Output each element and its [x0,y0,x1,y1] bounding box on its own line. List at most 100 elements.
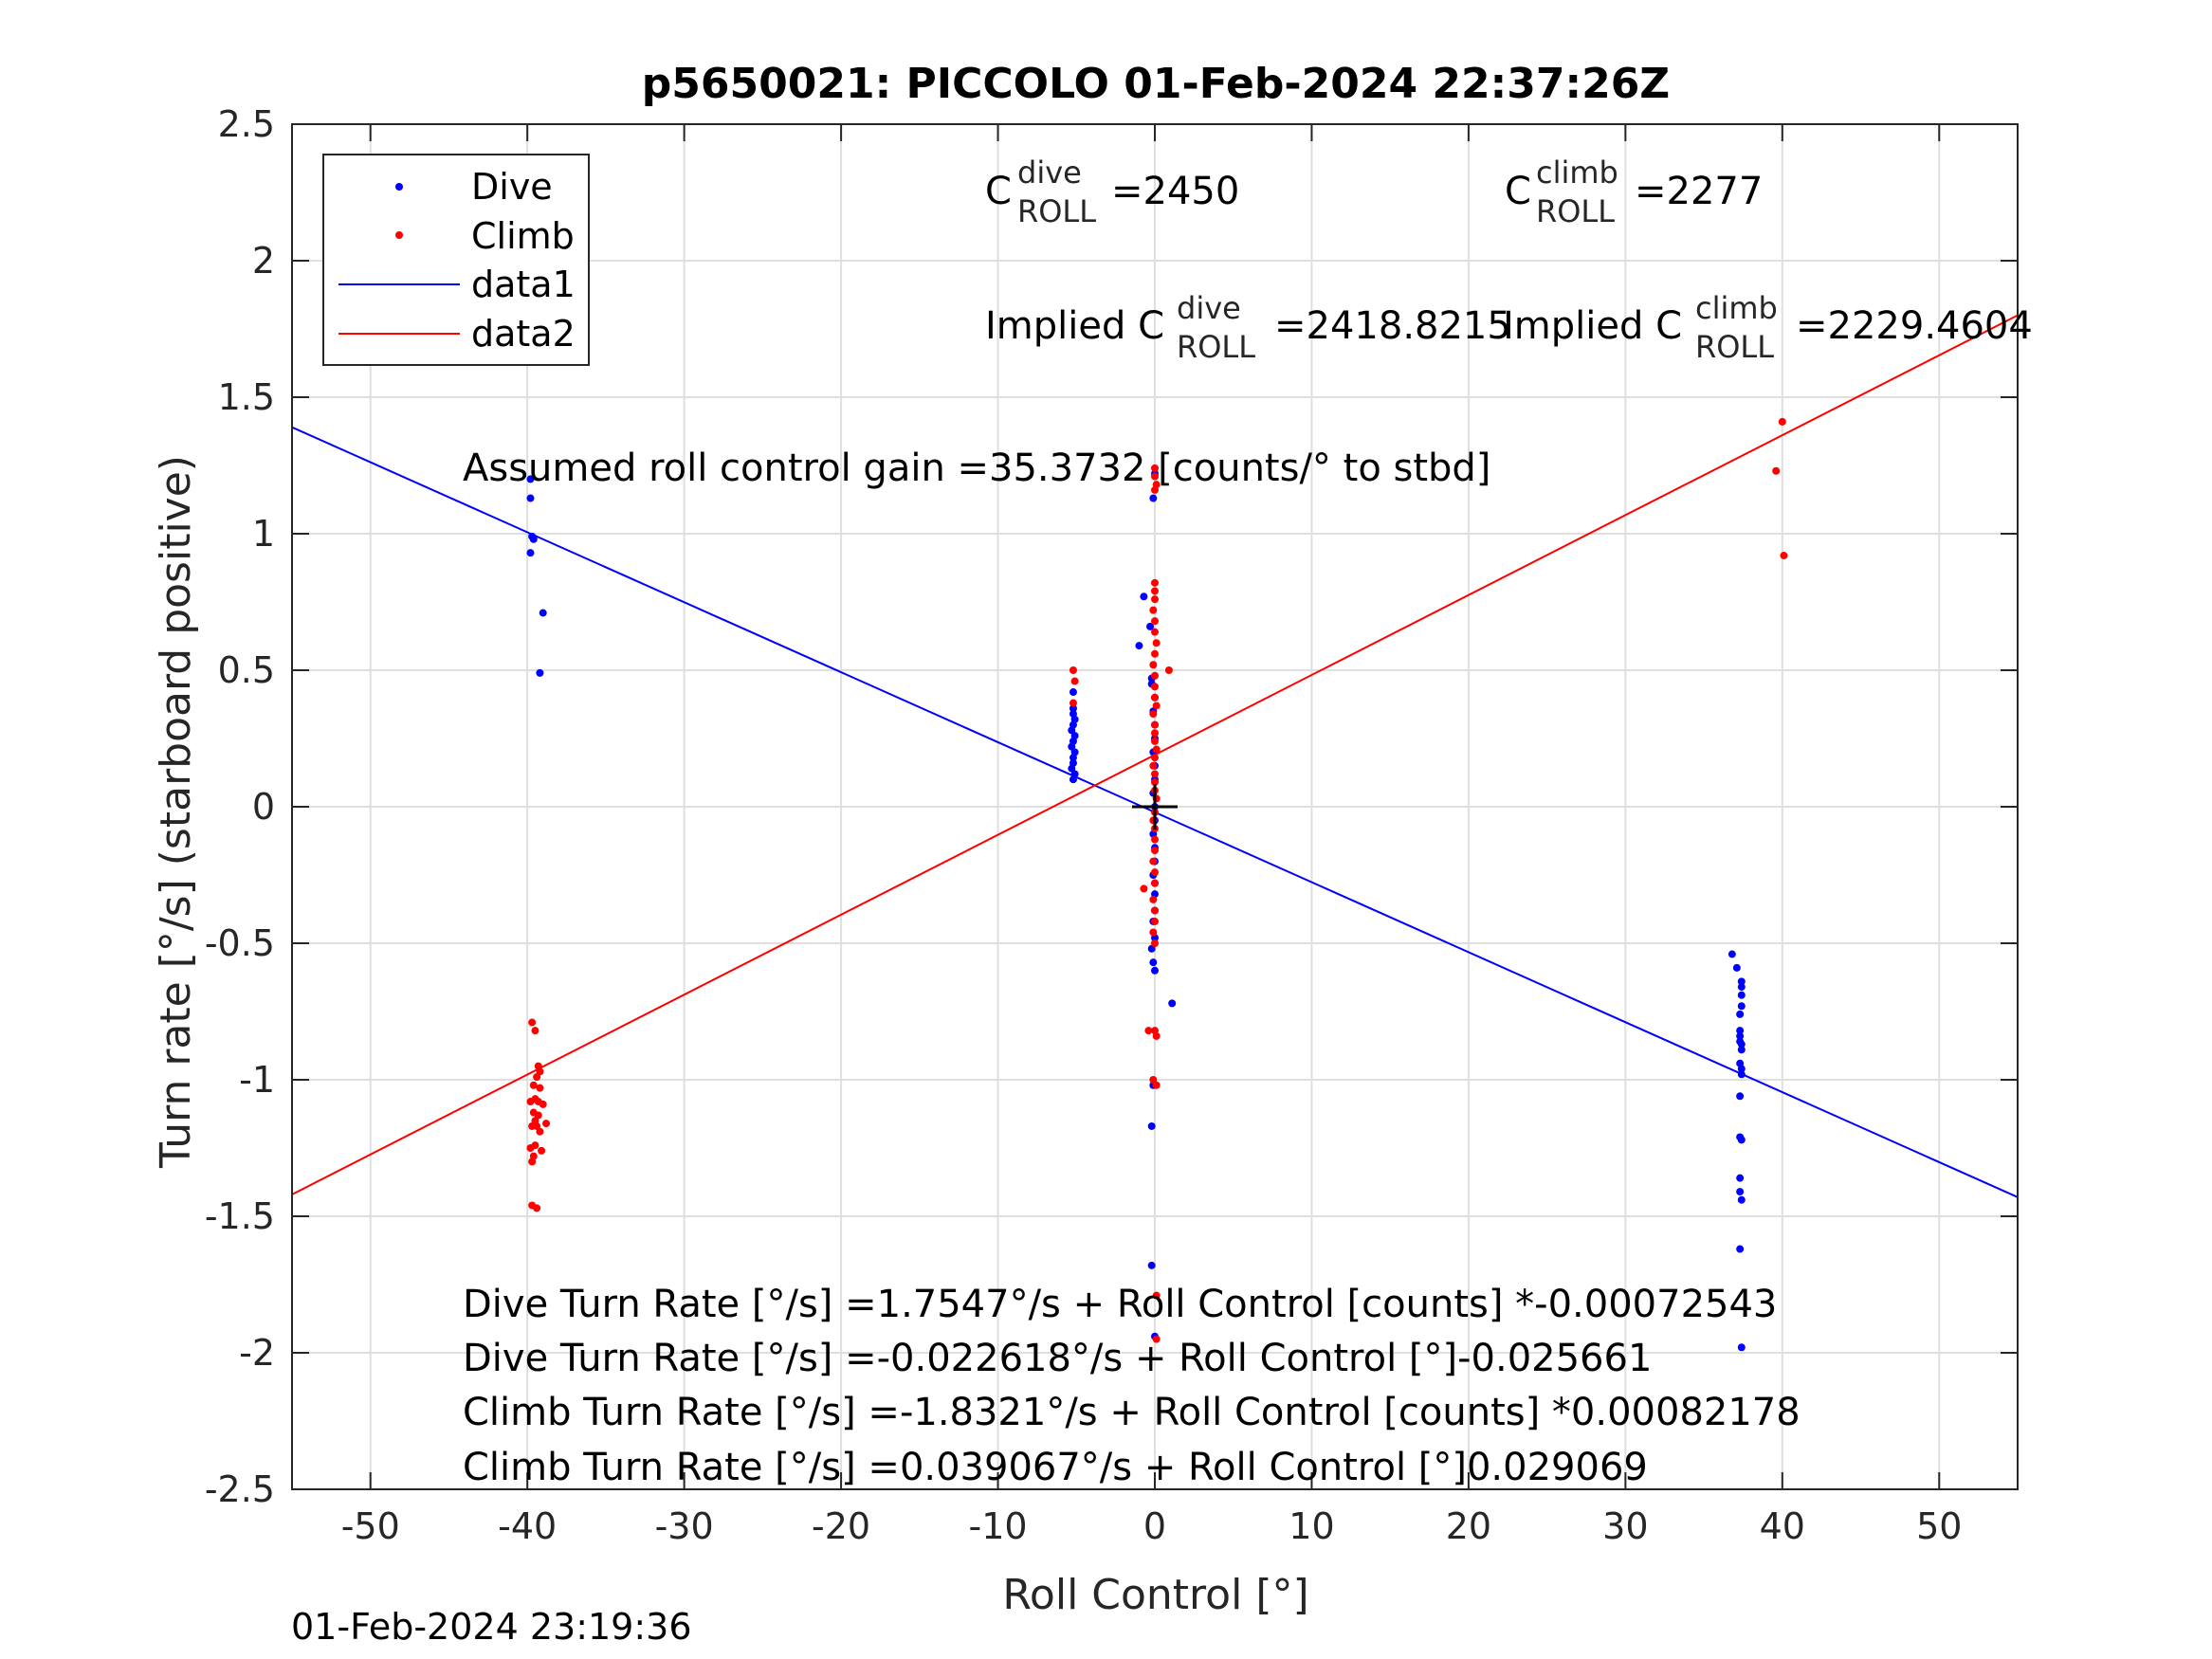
implied-climb-prefix: Implied C [1503,304,1682,348]
implied-climb-sub: ROLL [1695,329,1774,365]
y-tick-label: -1.5 [205,1195,275,1237]
dive-point [539,609,547,617]
y-tick-label: 0.5 [218,649,275,691]
climb-point [1152,639,1161,647]
c-dive-sup: dive [1017,155,1082,191]
y-tick-label: 2 [252,240,275,282]
climb-point [529,1081,538,1089]
ticks: -50 -40 -30 -20 -10 0 10 20 30 40 50-2.5-2-1.5-1-0… [205,103,2018,1547]
climb-point [1151,649,1159,658]
legend-marker-dive [395,183,403,191]
climb-point [1778,417,1786,426]
implied-dive-sup: dive [1177,290,1241,326]
dive-point [1736,1031,1745,1040]
climb-point [1151,578,1159,587]
climb-point [1151,835,1159,844]
c-climb-sup: climb [1536,155,1618,191]
dive-point [1736,1092,1745,1101]
climb-point [1149,710,1158,719]
dive-point [1737,1136,1746,1144]
climb-point [536,1127,544,1136]
climb-point [1151,472,1159,481]
dive-point [1135,642,1143,650]
c-roll-dive-annotation: C dive ROLL =2450 [985,155,1239,229]
x-tick-label: 10 [1289,1505,1334,1547]
chart-title: p5650021: PICCOLO 01-Feb-2024 22:37:26Z [642,60,1670,108]
implied-dive-annotation: Implied C dive ROLL =2418.8215 [985,290,1511,365]
implied-climb-value: =2229.4604 [1796,304,2033,348]
climb-point [1151,628,1159,636]
y-tick-label: 1 [252,513,275,555]
dive-point [1737,1343,1746,1352]
climb-point [528,1121,537,1130]
dive-point [1737,1040,1746,1048]
climb-point [1149,661,1158,669]
climb-point [528,1158,537,1166]
climb-point [531,1027,539,1035]
c-dive-sub: ROLL [1017,193,1096,229]
dive-point [1736,1010,1745,1018]
dive-point [1737,1195,1746,1204]
dive-point [1737,1002,1746,1011]
dive-point [1168,999,1177,1008]
climb-point [526,1144,535,1152]
c-dive-base: C [985,170,1012,213]
x-tick-label: -20 [812,1505,870,1547]
climb-point [1151,778,1159,787]
legend-box [322,154,590,366]
climb-point [1152,1291,1161,1300]
climb-point [1069,699,1077,707]
climb-point [1151,587,1159,595]
implied-dive-prefix: Implied C [985,304,1164,348]
x-tick-label: 30 [1602,1505,1648,1547]
climb-point [1149,857,1158,866]
climb-point [1151,770,1159,778]
legend-label-dive: Dive [471,166,553,208]
c-dive-value: =2450 [1111,170,1239,213]
implied-climb-sup: climb [1695,290,1778,326]
climb-point [1164,666,1173,674]
dive-point [1069,754,1077,762]
climb-point [1149,928,1158,937]
fit-line-climb-degrees: Climb Turn Rate [°/s] =0.039067°/s + Rol… [463,1446,1648,1489]
dive-point [1140,592,1148,601]
climb-point [1780,552,1788,560]
climb-point [1069,666,1077,674]
climb-point [1151,485,1159,494]
climb-point [1151,720,1159,729]
y-tick-label: 0 [252,786,275,828]
dive-point [526,475,535,483]
climb-point [1772,466,1781,475]
climb-point [1152,702,1161,710]
climb-point [1140,884,1148,893]
dive-point [1151,966,1159,975]
dive-point [1732,963,1741,972]
climb-point [1152,1031,1161,1040]
dive-point [529,535,538,543]
climb-point [533,1073,541,1082]
climb-point [1070,677,1079,685]
climb-point [542,1120,551,1128]
x-tick-label: 20 [1446,1505,1491,1547]
c-roll-climb-annotation: C climb ROLL =2277 [1505,155,1763,229]
y-tick-label: -2 [239,1332,275,1374]
y-tick-label: 2.5 [218,103,275,145]
legend-label-climb: Climb [471,215,575,257]
x-tick-label: 50 [1916,1505,1962,1547]
climb-point [1151,939,1159,947]
dive-point [1736,1245,1745,1253]
x-tick-label: -50 [341,1505,400,1547]
x-tick-label: -10 [969,1505,1028,1547]
legend-label-data1: data1 [471,264,576,305]
climb-point [1152,745,1161,754]
dive-point [526,549,535,557]
legend-marker-climb [395,231,403,239]
dive-point [1149,494,1158,502]
dive-point [1736,1188,1745,1196]
x-axis-label: Roll Control [°] [1002,1571,1308,1619]
climb-point [1151,754,1159,762]
footer-timestamp: 01-Feb-2024 23:19:36 [291,1606,692,1648]
fit-line-dive-degrees: Dive Turn Rate [°/s] =-0.022618°/s + Rol… [463,1337,1652,1380]
implied-dive-value: =2418.8215 [1274,304,1511,348]
